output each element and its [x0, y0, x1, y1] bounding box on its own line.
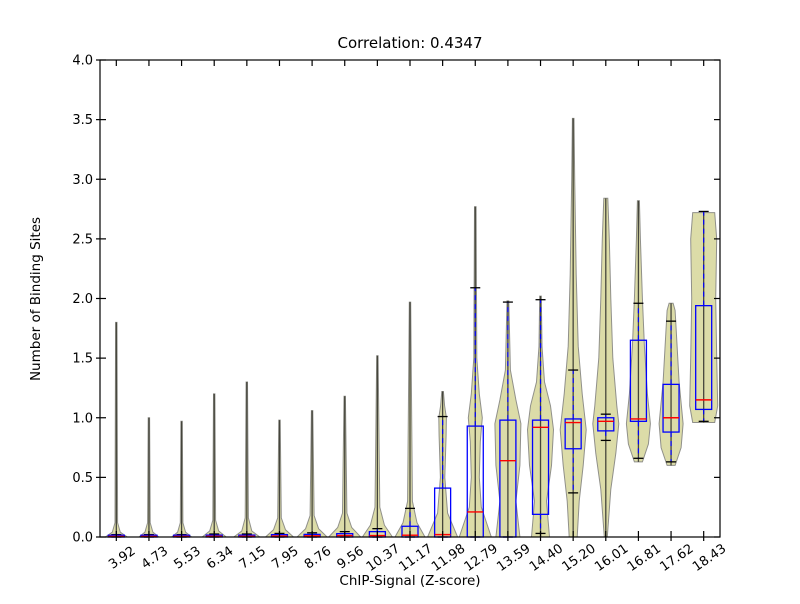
box — [597, 417, 615, 432]
x-tick-label: 8.76 — [302, 544, 334, 573]
box-series — [107, 210, 713, 538]
x-tick-label: 3.92 — [106, 544, 138, 573]
y-tick-label: 3.5 — [72, 113, 93, 128]
tick-labels: 0.0 0.5 1.0 1.5 2.0 2.5 3.0 3.5 4.0 3.92 4.73 5.53 6… — [72, 54, 729, 575]
y-tick-label: 1.5 — [72, 352, 93, 367]
x-tick-label: 7.95 — [269, 544, 301, 573]
x-tick-label: 5.53 — [171, 544, 203, 573]
x-tick-label: 17.62 — [657, 541, 696, 575]
chart-title: Correlation: 0.4347 — [337, 34, 482, 52]
x-tick-label: 6.34 — [204, 544, 236, 573]
x-tick-label: 16.01 — [592, 541, 631, 575]
box — [629, 339, 648, 422]
violin-series — [103, 117, 719, 538]
x-tick-label: 13.59 — [494, 541, 533, 575]
box — [531, 419, 550, 515]
y-tick-label: 2.5 — [72, 232, 93, 247]
x-tick-label: 4.73 — [139, 544, 171, 573]
x-tick-label: 16.81 — [625, 541, 664, 575]
x-tick-label: 14.40 — [527, 541, 566, 575]
y-tick-label: 4.0 — [72, 54, 93, 69]
axes — [96, 59, 721, 541]
box — [662, 383, 680, 433]
x-tick-label: 15.20 — [560, 541, 599, 575]
y-axis-label: Number of Binding Sites — [28, 217, 44, 381]
x-tick-label: 11.98 — [429, 541, 468, 575]
x-tick-label: 7.15 — [237, 544, 269, 573]
y-tick-label: 0.0 — [72, 531, 93, 546]
x-axis-label: ChIP-Signal (Z-score) — [339, 573, 480, 589]
x-tick-label: 9.56 — [335, 544, 367, 573]
box — [564, 418, 582, 450]
y-tick-label: 3.0 — [72, 173, 93, 188]
y-tick-label: 1.0 — [72, 411, 93, 426]
x-tick-label: 11.17 — [396, 541, 435, 575]
x-tick-label: 12.79 — [462, 541, 501, 575]
y-tick-label: 2.0 — [72, 292, 93, 307]
x-tick-label: 18.43 — [690, 541, 729, 575]
y-tick-label: 0.5 — [72, 471, 93, 486]
x-tick-label: 10.37 — [364, 541, 403, 575]
box — [695, 305, 713, 411]
